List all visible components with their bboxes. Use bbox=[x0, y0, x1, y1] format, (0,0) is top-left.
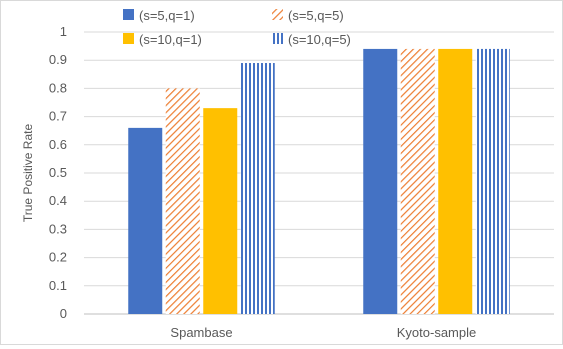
legend-label: (s=10,q=5) bbox=[288, 32, 351, 47]
y-tick-label: 0.6 bbox=[49, 137, 67, 152]
bar-spambase-series-1 bbox=[128, 127, 163, 314]
bar-kyoto-sample-series-2 bbox=[400, 48, 435, 315]
y-tick-label: 0.4 bbox=[49, 193, 67, 208]
legend-label: (s=10,q=1) bbox=[139, 32, 202, 47]
y-tick-label: 0.9 bbox=[49, 52, 67, 67]
bar-kyoto-sample-series-3 bbox=[438, 48, 473, 315]
y-tick-label: 0.2 bbox=[49, 250, 67, 265]
x-tick-label: Spambase bbox=[170, 325, 232, 340]
y-tick-label: 0.8 bbox=[49, 80, 67, 95]
legend-swatch bbox=[272, 9, 283, 20]
bar-chart: 0 0.1 0.2 0.3 0.4 0.5 0.6 0.7 0.8 0.9 1 Spambase Ky… bbox=[21, 8, 554, 340]
x-tick-label: Kyoto-sample bbox=[397, 325, 476, 340]
legend-swatch bbox=[123, 9, 134, 20]
bar-spambase-series-3 bbox=[203, 108, 238, 314]
legend-label: (s=5,q=5) bbox=[288, 8, 344, 23]
bars bbox=[128, 48, 510, 315]
gridlines bbox=[84, 31, 554, 315]
y-tick-label: 0 bbox=[60, 306, 67, 321]
y-tick-label: 1 bbox=[60, 24, 67, 39]
bar-kyoto-sample-series-4 bbox=[475, 48, 510, 315]
y-tick-label: 0.1 bbox=[49, 278, 67, 293]
bar-spambase-series-2 bbox=[165, 88, 200, 315]
legend-swatch bbox=[123, 33, 134, 44]
legend-label: (s=5,q=1) bbox=[139, 8, 195, 23]
x-axis: Spambase Kyoto-sample bbox=[170, 325, 476, 340]
y-axis: 0 0.1 0.2 0.3 0.4 0.5 0.6 0.7 0.8 0.9 1 bbox=[49, 24, 67, 321]
y-tick-label: 0.3 bbox=[49, 221, 67, 236]
bar-spambase-series-4 bbox=[240, 63, 275, 314]
y-tick-label: 0.7 bbox=[49, 109, 67, 124]
legend-swatch bbox=[272, 33, 283, 44]
bar-kyoto-sample-series-1 bbox=[363, 48, 398, 315]
legend: (s=5,q=1) (s=5,q=5) (s=10,q=1) (s=10,q=5) bbox=[123, 8, 351, 47]
y-axis-label: True Positive Rate bbox=[21, 124, 35, 223]
y-tick-label: 0.5 bbox=[49, 165, 67, 180]
